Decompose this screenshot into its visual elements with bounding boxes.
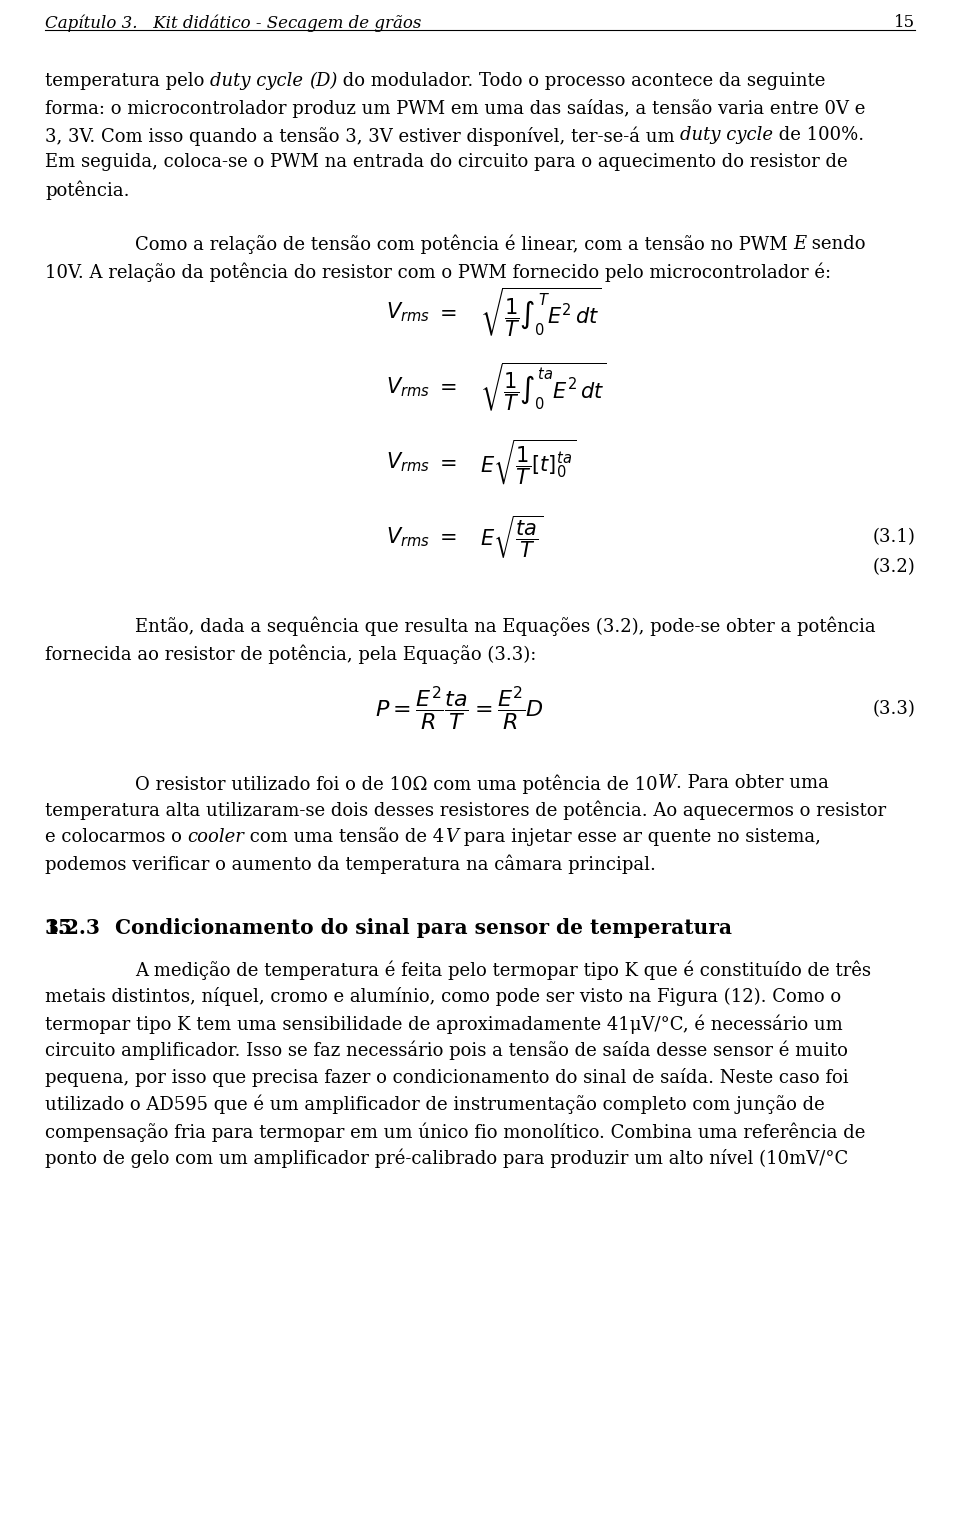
Text: Então, dada a sequência que resulta na Equações (3.2), pode-se obter a potência: Então, dada a sequência que resulta na E…	[135, 617, 876, 637]
Text: temperatura alta utilizaram-se dois desses resistores de potência. Ao aquecermos: temperatura alta utilizaram-se dois dess…	[45, 800, 886, 820]
Text: $\sqrt{\dfrac{1}{T}\int_0^{T} E^2\,dt}$: $\sqrt{\dfrac{1}{T}\int_0^{T} E^2\,dt}$	[480, 285, 601, 339]
Text: utilizado o AD595 que é um amplificador de instrumentação completo com junção de: utilizado o AD595 que é um amplificador …	[45, 1096, 825, 1114]
Text: $V_{rms}$: $V_{rms}$	[386, 525, 430, 549]
Text: metais distintos, níquel, cromo e alumínio, como pode ser visto na Figura (12). : metais distintos, níquel, cromo e alumín…	[45, 986, 841, 1007]
Text: Capítulo 3.   Kit didático - Secagem de grãos: Capítulo 3. Kit didático - Secagem de gr…	[45, 14, 421, 31]
Text: O resistor utilizado foi o de 10Ω com uma potência de 10: O resistor utilizado foi o de 10Ω com um…	[135, 774, 658, 794]
Text: cooler: cooler	[187, 828, 245, 846]
Text: com uma tensão de 4: com uma tensão de 4	[245, 828, 444, 846]
Text: 15: 15	[894, 14, 915, 31]
Text: duty cycle: duty cycle	[681, 126, 774, 145]
Text: forma: o microcontrolador produz um PWM em uma das saídas, a tensão varia entre : forma: o microcontrolador produz um PWM …	[45, 98, 865, 119]
Text: para injetar esse ar quente no sistema,: para injetar esse ar quente no sistema,	[458, 828, 821, 846]
Text: (3.2): (3.2)	[873, 559, 915, 576]
Text: pequena, por isso que precisa fazer o condicionamento do sinal de saída. Neste c: pequena, por isso que precisa fazer o co…	[45, 1068, 849, 1087]
Text: $E\sqrt{\dfrac{ta}{T}}$: $E\sqrt{\dfrac{ta}{T}}$	[480, 514, 543, 560]
Text: E: E	[793, 235, 806, 252]
Text: $=$: $=$	[435, 377, 456, 397]
Text: Em seguida, coloca-se o PWM na entrada do circuito para o aquecimento do resisto: Em seguida, coloca-se o PWM na entrada d…	[45, 152, 848, 171]
Text: $=$: $=$	[435, 452, 456, 471]
Text: 10V. A relação da potência do resistor com o PWM fornecido pelo microcontrolador: 10V. A relação da potência do resistor c…	[45, 262, 831, 282]
Text: A medição de temperatura é feita pelo termopar tipo K que é constituído de três: A medição de temperatura é feita pelo te…	[135, 960, 871, 979]
Text: V: V	[444, 828, 458, 846]
Text: de 100%.: de 100%.	[774, 126, 865, 145]
Text: $V_{rms}$: $V_{rms}$	[386, 300, 430, 323]
Text: (D): (D)	[309, 72, 337, 89]
Text: W: W	[658, 774, 676, 793]
Text: 15: 15	[45, 917, 73, 937]
Text: $\sqrt{\dfrac{1}{T}\int_0^{ta} E^2\,dt}$: $\sqrt{\dfrac{1}{T}\int_0^{ta} E^2\,dt}$	[480, 360, 607, 414]
Text: 3, 3V. Com isso quando a tensão 3, 3V estiver disponível, ter-se-á um: 3, 3V. Com isso quando a tensão 3, 3V es…	[45, 126, 681, 146]
Text: temperatura pelo: temperatura pelo	[45, 72, 210, 89]
Text: (3.3): (3.3)	[872, 700, 915, 719]
Text: Como a relação de tensão com potência é linear, com a tensão no PWM: Como a relação de tensão com potência é …	[135, 235, 793, 254]
Text: circuito amplificador. Isso se faz necessário pois a tensão de saída desse senso: circuito amplificador. Isso se faz neces…	[45, 1040, 848, 1060]
Text: potência.: potência.	[45, 180, 130, 200]
Text: 3.2.3: 3.2.3	[45, 917, 101, 937]
Text: (3.1): (3.1)	[872, 528, 915, 546]
Text: . Para obter uma: . Para obter uma	[676, 774, 829, 793]
Text: fornecida ao resistor de potência, pela Equação (3.3):: fornecida ao resistor de potência, pela …	[45, 643, 537, 663]
Text: e colocarmos o: e colocarmos o	[45, 828, 187, 846]
Text: Condicionamento do sinal para sensor de temperatura: Condicionamento do sinal para sensor de …	[115, 917, 732, 937]
Text: do modulador. Todo o processo acontece da seguinte: do modulador. Todo o processo acontece d…	[337, 72, 826, 89]
Text: $E\sqrt{\dfrac{1}{T}[t]_0^{ta}}$: $E\sqrt{\dfrac{1}{T}[t]_0^{ta}}$	[480, 437, 576, 486]
Text: compensação fria para termopar em um único fio monolítico. Combina uma referênci: compensação fria para termopar em um úni…	[45, 1122, 865, 1142]
Text: $=$: $=$	[435, 528, 456, 546]
Text: $=$: $=$	[435, 303, 456, 322]
Text: podemos verificar o aumento da temperatura na câmara principal.: podemos verificar o aumento da temperatu…	[45, 856, 656, 874]
Text: $V_{rms}$: $V_{rms}$	[386, 451, 430, 474]
Text: sendo: sendo	[806, 235, 866, 252]
Text: $V_{rms}$: $V_{rms}$	[386, 376, 430, 399]
Text: termopar tipo K tem uma sensibilidade de aproximadamente 41μV/°C, é necessário u: termopar tipo K tem uma sensibilidade de…	[45, 1014, 843, 1034]
Text: duty cycle: duty cycle	[210, 72, 309, 89]
Text: ponto de gelo com um amplificador pré-calibrado para produzir um alto nível (10m: ponto de gelo com um amplificador pré-ca…	[45, 1150, 849, 1168]
Text: $P = \dfrac{E^2}{R}\dfrac{ta}{T} = \dfrac{E^2}{R}D$: $P = \dfrac{E^2}{R}\dfrac{ta}{T} = \dfra…	[375, 685, 544, 733]
